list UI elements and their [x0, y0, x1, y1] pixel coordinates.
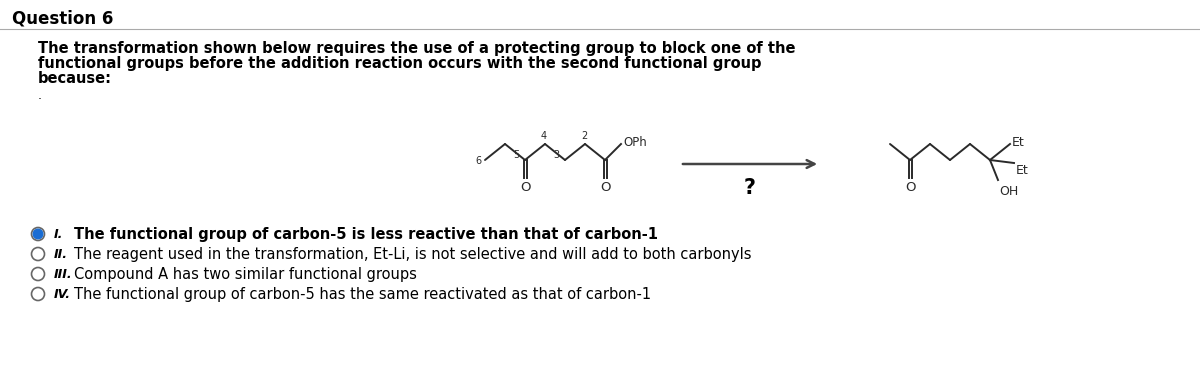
Text: Compound A has two similar functional groups: Compound A has two similar functional gr… — [74, 266, 416, 281]
Text: The functional group of carbon-5 has the same reactivated as that of carbon-1: The functional group of carbon-5 has the… — [74, 287, 652, 302]
Text: 6: 6 — [475, 156, 481, 166]
Circle shape — [31, 247, 44, 261]
Text: The reagent used in the transformation, Et-Li, is not selective and will add to : The reagent used in the transformation, … — [74, 247, 751, 262]
Text: O: O — [521, 181, 530, 194]
Text: 4: 4 — [541, 131, 547, 141]
Text: OH: OH — [998, 185, 1019, 198]
Text: ?: ? — [744, 178, 756, 198]
Text: OPh: OPh — [623, 137, 647, 149]
Circle shape — [31, 228, 44, 240]
Text: 2: 2 — [581, 131, 587, 141]
Text: O: O — [905, 181, 916, 194]
Text: 5: 5 — [512, 150, 520, 160]
Circle shape — [31, 287, 44, 301]
Text: Question 6: Question 6 — [12, 10, 113, 28]
Text: because:: because: — [38, 71, 112, 86]
Text: The transformation shown below requires the use of a protecting group to block o: The transformation shown below requires … — [38, 41, 796, 56]
Text: Et: Et — [1016, 164, 1028, 177]
Circle shape — [31, 268, 44, 280]
Text: 3: 3 — [553, 150, 559, 160]
Text: O: O — [600, 181, 611, 194]
Text: I.: I. — [54, 228, 64, 240]
Text: functional groups before the addition reaction occurs with the second functional: functional groups before the addition re… — [38, 56, 762, 71]
Text: The functional group of carbon-5 is less reactive than that of carbon-1: The functional group of carbon-5 is less… — [74, 226, 658, 241]
Text: .: . — [38, 89, 42, 102]
Circle shape — [34, 229, 43, 239]
Text: II.: II. — [54, 247, 68, 261]
Text: Et: Et — [1012, 135, 1025, 149]
Text: IV.: IV. — [54, 287, 71, 301]
Text: III.: III. — [54, 268, 73, 280]
